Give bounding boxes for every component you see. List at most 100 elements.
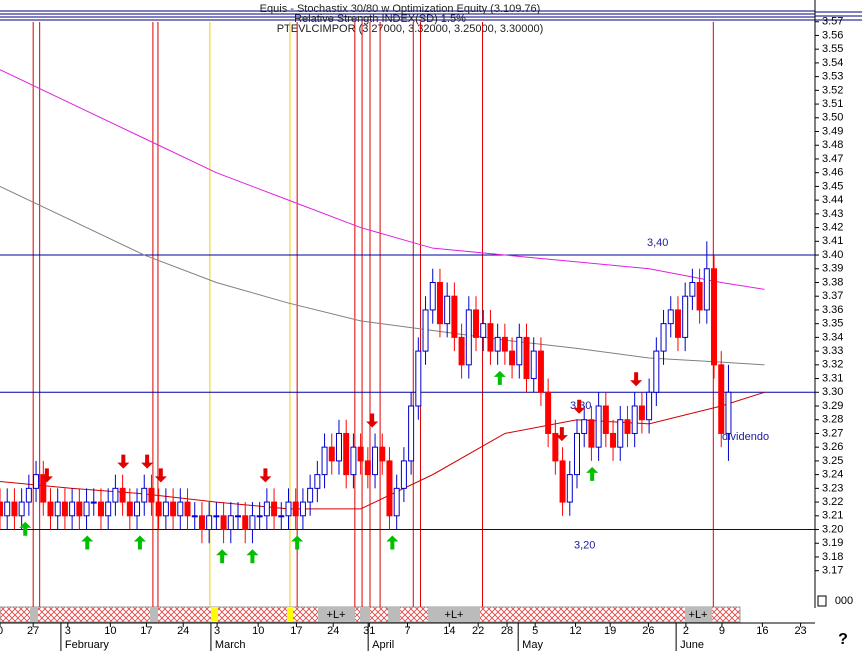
- volume-label: 000: [835, 595, 853, 607]
- y-tick-label: 3.55: [822, 43, 843, 55]
- candle-body: [335, 432, 342, 462]
- y-tick-label: 3.20: [822, 523, 843, 535]
- y-tick-label: 3.53: [822, 71, 843, 83]
- candle-body: [711, 268, 718, 366]
- candle-body: [494, 336, 501, 352]
- moving-average: [0, 69, 765, 290]
- candle-body: [76, 501, 83, 517]
- candle-body: [509, 350, 516, 366]
- month-label: April: [372, 639, 394, 651]
- candle-body: [718, 364, 725, 434]
- strip-label: +L+: [327, 609, 346, 621]
- candle-body: [516, 336, 523, 366]
- candle-body: [617, 419, 624, 448]
- candle-body: [610, 432, 617, 448]
- candle-body: [379, 446, 386, 462]
- candle-body: [307, 487, 314, 503]
- y-tick-label: 3.31: [822, 372, 843, 384]
- sell-arrow: [154, 468, 167, 483]
- y-tick-label: 3.24: [822, 469, 843, 481]
- y-tick-label: 3.18: [822, 551, 843, 563]
- candle-body: [314, 474, 321, 489]
- month-label: February: [65, 639, 110, 651]
- x-tick-label: 23: [794, 625, 806, 637]
- candle-body: [429, 281, 436, 311]
- sell-arrow: [117, 454, 130, 469]
- x-tick-label: 9: [719, 625, 725, 637]
- y-tick-label: 3.23: [822, 482, 843, 494]
- y-tick-label: 3.34: [822, 331, 843, 343]
- y-tick-label: 3.42: [822, 221, 843, 233]
- candle-body: [682, 295, 689, 338]
- sell-arrow: [573, 399, 586, 414]
- y-tick-label: 3.19: [822, 537, 843, 549]
- x-tick-label: 27: [27, 625, 39, 637]
- candle-body: [624, 419, 631, 434]
- candle-body: [242, 515, 249, 531]
- sell-arrow: [141, 454, 154, 469]
- candle-body: [33, 474, 40, 489]
- y-tick-label: 3.32: [822, 359, 843, 371]
- candle-body: [126, 501, 133, 517]
- candle-body: [184, 501, 191, 517]
- candle-body: [292, 501, 299, 517]
- x-tick-label: 19: [604, 625, 616, 637]
- candle-body: [400, 460, 407, 489]
- candle-body: [725, 391, 732, 434]
- candle-body: [422, 309, 429, 352]
- candle-body: [545, 391, 552, 434]
- candle-body: [256, 515, 263, 518]
- header-line: PTEVLCIMPOR (3.27000, 3.32000, 3.25000, …: [277, 23, 544, 35]
- candle-body: [660, 323, 667, 352]
- candle-body: [436, 281, 443, 325]
- y-tick-label: 3.48: [822, 139, 843, 151]
- candle-body: [4, 501, 11, 517]
- help-icon[interactable]: ?: [838, 631, 848, 648]
- x-tick-label: 24: [177, 625, 189, 637]
- candle-body: [667, 309, 674, 325]
- candle-body: [90, 501, 97, 504]
- buy-arrow: [586, 466, 599, 481]
- x-tick-label: 3: [65, 625, 71, 637]
- x-tick-label: 17: [140, 625, 152, 637]
- candle-body: [47, 501, 54, 517]
- x-tick-label: 5: [532, 625, 538, 637]
- candle-body: [249, 515, 256, 531]
- header-line: Equis - Stochastix 30/80 w Optimization …: [260, 3, 541, 15]
- candle-body: [299, 501, 306, 517]
- candle-body: [206, 515, 213, 531]
- y-tick-label: 3.33: [822, 345, 843, 357]
- candle-body: [444, 295, 451, 325]
- candle-body: [263, 501, 270, 517]
- buy-arrow: [493, 370, 506, 385]
- y-tick-label: 3.47: [822, 153, 843, 165]
- month-label: June: [680, 639, 704, 651]
- candle-body: [350, 446, 357, 476]
- candle-body: [11, 501, 18, 517]
- y-tick-label: 3.43: [822, 208, 843, 220]
- candle-body: [393, 487, 400, 517]
- x-tick-label: 0: [0, 625, 3, 637]
- candle-body: [386, 460, 393, 517]
- candle-body: [141, 487, 148, 503]
- x-tick-label: 17: [290, 625, 302, 637]
- y-tick-label: 3.36: [822, 304, 843, 316]
- sell-arrow: [40, 468, 53, 483]
- candle-body: [155, 501, 162, 517]
- sell-arrow: [366, 413, 379, 428]
- candle-body: [227, 515, 234, 531]
- candle-body: [278, 515, 285, 518]
- candle-body: [321, 446, 328, 476]
- candle-body: [18, 501, 25, 517]
- y-tick-label: 3.37: [822, 290, 843, 302]
- y-tick-label: 3.49: [822, 125, 843, 137]
- candle-body: [465, 309, 472, 366]
- candle-body: [703, 268, 710, 311]
- candle-body: [487, 323, 494, 352]
- candle-body: [696, 281, 703, 311]
- header-rules: [0, 10, 862, 21]
- candle-body: [220, 515, 227, 531]
- y-tick-label: 3.30: [822, 386, 843, 398]
- candle-body: [653, 350, 660, 393]
